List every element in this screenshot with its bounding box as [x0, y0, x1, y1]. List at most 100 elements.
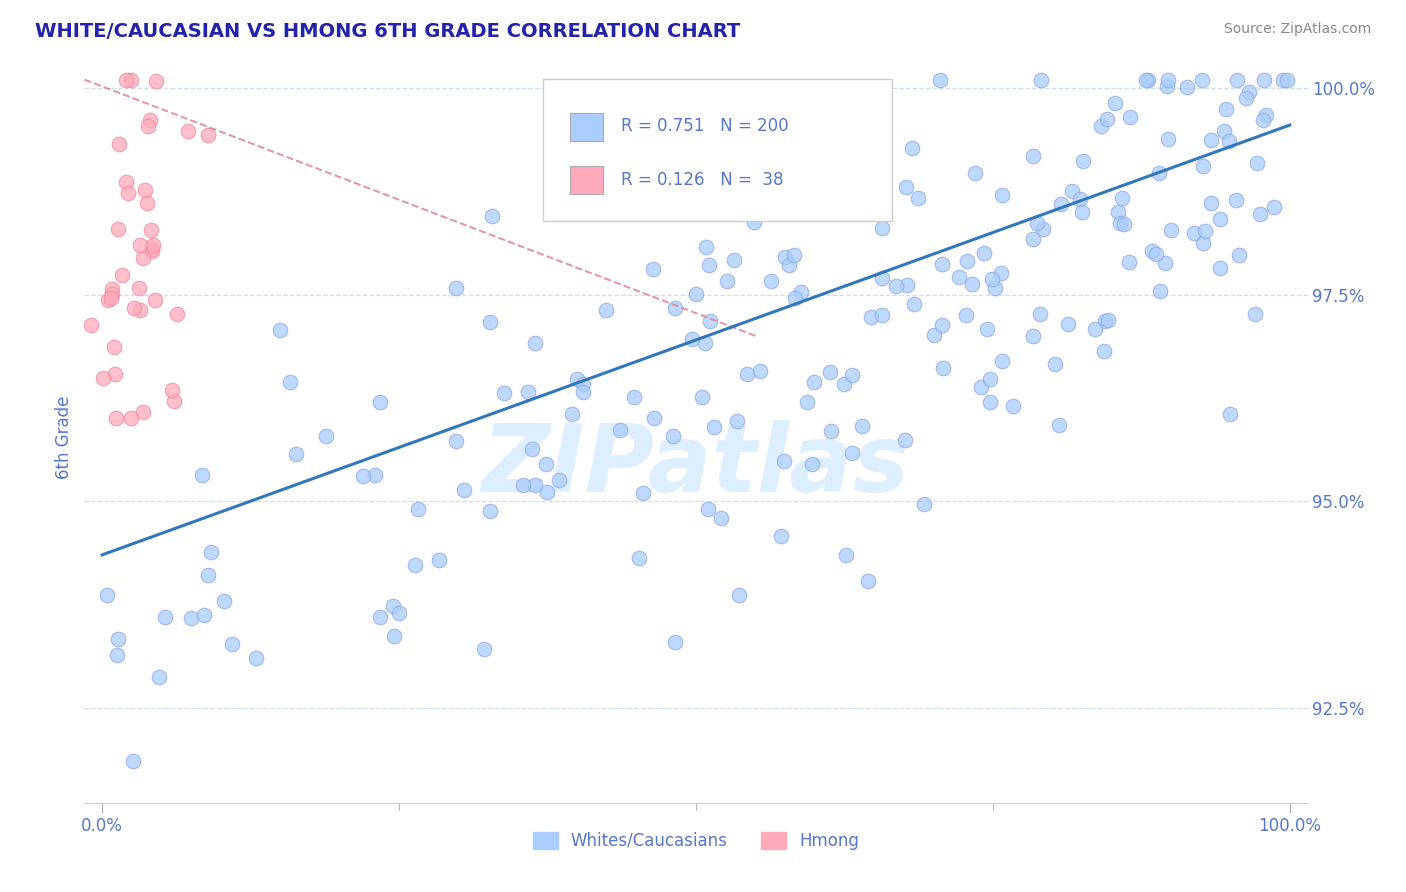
Point: [481, 210, 503, 224]
Legend: Whites/Caucasians, Hmong: Whites/Caucasians, Hmong: [526, 825, 866, 856]
Point: [1071, 205, 1094, 219]
Point: [128, 281, 150, 295]
Point: [406, 502, 429, 516]
Point: [1069, 192, 1091, 206]
Point: [101, 286, 124, 301]
Point: [801, 458, 824, 472]
Point: [723, 253, 745, 268]
Point: [1175, 80, 1198, 95]
Point: [446, 434, 468, 448]
Point: [894, 180, 917, 194]
Point: [105, 648, 128, 662]
Point: [1092, 343, 1115, 358]
Text: ZIPatlas: ZIPatlas: [482, 420, 910, 512]
Point: [1219, 407, 1241, 421]
Point: [479, 315, 502, 329]
Point: [200, 545, 222, 559]
Point: [1201, 133, 1223, 147]
Point: [120, 72, 142, 87]
Point: [1201, 196, 1223, 211]
Point: [1107, 205, 1129, 219]
Point: [269, 322, 291, 336]
Point: [896, 278, 918, 293]
Point: [141, 244, 163, 258]
Point: [1227, 247, 1250, 261]
Point: [114, 175, 136, 189]
Point: [901, 141, 924, 155]
Point: [595, 303, 617, 318]
Point: [1182, 226, 1205, 240]
Point: [139, 223, 162, 237]
Point: [912, 497, 935, 511]
Point: [664, 635, 686, 649]
Point: [129, 238, 152, 252]
Point: [835, 548, 858, 562]
Point: [197, 128, 219, 143]
Point: [796, 395, 818, 409]
Point: [117, 186, 139, 200]
Point: [197, 567, 219, 582]
Point: [623, 390, 645, 404]
Text: R = 0.751   N = 200: R = 0.751 N = 200: [621, 117, 789, 136]
Point: [245, 651, 267, 665]
FancyBboxPatch shape: [569, 167, 603, 194]
Point: [735, 367, 758, 381]
Point: [979, 371, 1001, 385]
Point: [931, 257, 953, 271]
Point: [107, 222, 129, 236]
Point: [893, 433, 915, 447]
Point: [191, 467, 214, 482]
Point: [1109, 215, 1132, 229]
Point: [664, 301, 686, 315]
Point: [778, 258, 800, 272]
Point: [1246, 156, 1268, 170]
Point: [841, 368, 863, 382]
FancyBboxPatch shape: [569, 113, 603, 141]
Point: [1226, 72, 1249, 87]
Point: [278, 376, 301, 390]
Point: [662, 428, 685, 442]
Point: [609, 423, 631, 437]
Point: [177, 124, 200, 138]
Point: [922, 327, 945, 342]
Point: [769, 529, 792, 543]
Point: [104, 411, 127, 425]
Point: [138, 113, 160, 128]
Point: [212, 594, 235, 608]
Point: [129, 302, 152, 317]
Point: [103, 340, 125, 354]
Point: [1156, 132, 1178, 146]
Point: [107, 136, 129, 151]
Point: [859, 310, 882, 324]
Point: [524, 477, 547, 491]
Point: [1084, 322, 1107, 336]
Point: [790, 285, 813, 299]
Point: [166, 307, 188, 321]
Point: [979, 395, 1001, 409]
Point: [1218, 134, 1240, 148]
Point: [1029, 307, 1052, 321]
Point: [100, 291, 122, 305]
Point: [1135, 72, 1157, 87]
Point: [143, 293, 166, 307]
Point: [960, 277, 983, 292]
Y-axis label: 6th Grade: 6th Grade: [55, 395, 73, 479]
Point: [984, 281, 1007, 295]
Point: [1022, 149, 1045, 163]
Point: [1147, 166, 1170, 180]
Point: [742, 215, 765, 229]
Point: [803, 375, 825, 389]
Point: [1149, 284, 1171, 298]
Point: [834, 376, 856, 391]
Point: [1022, 329, 1045, 343]
Point: [699, 314, 721, 328]
Point: [1156, 78, 1178, 93]
Point: [453, 483, 475, 497]
Point: [315, 429, 337, 443]
Point: [1275, 72, 1298, 87]
Point: [120, 411, 142, 425]
Point: [381, 599, 404, 614]
Point: [1192, 235, 1215, 250]
Point: [1272, 72, 1295, 87]
Point: [163, 393, 186, 408]
